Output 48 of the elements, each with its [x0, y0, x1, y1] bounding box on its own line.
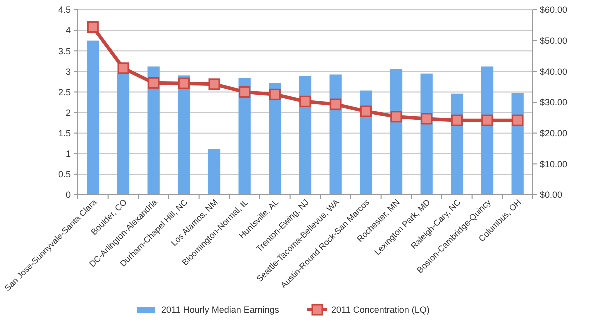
point — [208, 78, 220, 90]
y2-tick-label: $20.00 — [540, 128, 568, 138]
point — [118, 62, 130, 74]
bar — [87, 40, 100, 195]
bar — [420, 74, 433, 195]
bar — [299, 76, 312, 195]
y2-tick-label: $10.00 — [540, 159, 568, 170]
point — [87, 22, 99, 34]
y-tick-label: 2 — [66, 108, 71, 118]
bar — [481, 66, 494, 195]
y-tick-label: 4 — [66, 26, 71, 36]
y2-tick-label: $30.00 — [540, 98, 568, 108]
point — [421, 113, 433, 125]
point — [360, 106, 372, 118]
legend-label: 2011 Hourly Median Earnings — [162, 304, 280, 315]
point — [148, 77, 160, 89]
y-tick-label: 1 — [66, 149, 71, 160]
bar — [269, 83, 282, 195]
point — [512, 114, 524, 126]
y-tick-label: 1.5 — [58, 128, 71, 138]
point — [451, 114, 463, 126]
point — [269, 88, 281, 100]
y2-tick-label: $50.00 — [540, 36, 568, 46]
y2-tick-label: $40.00 — [540, 66, 568, 77]
bar — [360, 90, 372, 195]
y-tick-label: 0.5 — [58, 170, 71, 180]
point — [330, 98, 342, 110]
bar — [117, 74, 130, 195]
legend-label: 2011 Concentration (LQ) — [332, 304, 430, 315]
y-tick-label: 2.5 — [58, 87, 71, 98]
y2-tick-label: $60.00 — [540, 5, 568, 16]
y-tick-label: 0 — [66, 190, 71, 200]
bar — [208, 149, 221, 195]
bar — [512, 93, 524, 195]
point — [300, 96, 312, 108]
bar — [178, 76, 190, 195]
y-tick-label: 3 — [66, 66, 71, 77]
point — [239, 86, 251, 98]
bar — [148, 66, 160, 195]
y-tick-label: 3.5 — [58, 46, 71, 56]
point — [178, 78, 190, 90]
point — [482, 114, 494, 126]
bar — [330, 74, 342, 195]
y2-tick-label: $0.00 — [540, 190, 563, 200]
bar — [238, 78, 251, 195]
point — [390, 111, 402, 123]
y-tick-label: 4.5 — [58, 5, 71, 16]
bar — [390, 69, 403, 195]
